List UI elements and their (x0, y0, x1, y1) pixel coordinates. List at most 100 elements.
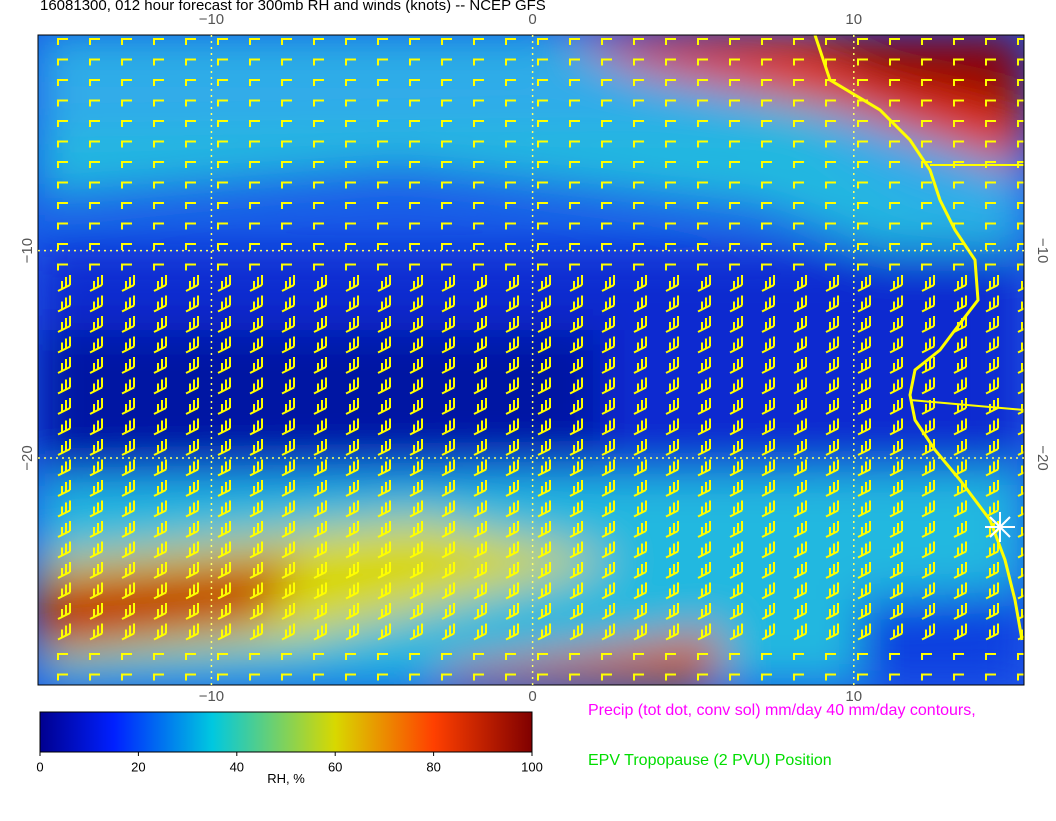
wind-barb (473, 673, 484, 681)
wind-barb (89, 99, 100, 107)
wind-barb (1017, 202, 1024, 209)
wind-barb (825, 38, 836, 45)
wind-barb (153, 480, 167, 497)
wind-barb (633, 377, 647, 395)
wind-barb (377, 480, 391, 497)
wind-barb (633, 500, 647, 518)
wind-barb (89, 480, 103, 497)
wind-barb (665, 459, 679, 477)
wind-barb (793, 653, 804, 660)
wind-barb (505, 263, 516, 271)
wind-barb (857, 140, 868, 148)
wind-barb (569, 275, 583, 292)
wind-barb (889, 295, 903, 313)
x-tick-label: −10 (199, 688, 224, 705)
wind-barb (473, 521, 487, 538)
wind-barb (825, 316, 839, 333)
wind-barb (249, 480, 263, 497)
wind-barb (537, 58, 548, 66)
wind-barb (697, 79, 708, 86)
wind-barb (729, 357, 743, 374)
wind-barb (185, 336, 199, 354)
wind-barb (185, 603, 199, 620)
wind-barb (537, 418, 551, 436)
wind-barb (313, 541, 327, 559)
wind-barb (601, 243, 612, 250)
wind-barb (601, 99, 612, 107)
wind-barb (953, 500, 967, 518)
wind-barb (985, 653, 996, 660)
wind-barb (569, 673, 580, 681)
wind-barb (345, 603, 359, 620)
wind-barb (185, 58, 196, 66)
wind-barb (889, 161, 900, 168)
wind-barb (57, 161, 68, 168)
wind-barb (89, 222, 100, 230)
wind-barb (633, 653, 644, 660)
wind-barb (537, 222, 548, 230)
wind-barb (953, 439, 967, 456)
wind-barb (249, 120, 260, 127)
wind-barb (793, 336, 807, 354)
wind-barb (953, 140, 964, 148)
wind-barb (633, 521, 647, 538)
wind-barb (569, 623, 583, 641)
wind-barb (505, 79, 516, 86)
wind-barb (857, 202, 868, 209)
wind-barb (505, 623, 519, 641)
wind-barb (665, 439, 679, 456)
wind-barb (377, 120, 388, 127)
wind-barb (921, 653, 932, 660)
wind-barb (633, 418, 647, 436)
wind-barb (153, 99, 164, 107)
wind-barb (505, 673, 516, 681)
wind-barb (473, 439, 487, 456)
wind-barb (217, 582, 231, 600)
wind-barb (281, 673, 292, 681)
wind-barb (569, 120, 580, 127)
wind-barb (153, 623, 167, 641)
wind-barb (473, 79, 484, 86)
wind-barb (217, 275, 231, 292)
wind-barb (889, 316, 903, 333)
tropopause-marker (985, 512, 1015, 542)
x-tick-label: −10 (199, 11, 224, 28)
wind-barb (537, 316, 551, 333)
wind-barb (473, 58, 484, 66)
wind-barb (217, 653, 228, 660)
wind-barb (729, 480, 743, 497)
wind-barb (249, 653, 260, 660)
wind-barb (1017, 38, 1024, 45)
wind-barb (281, 181, 292, 189)
wind-barb (825, 673, 836, 681)
wind-barb (313, 58, 324, 66)
wind-barb (217, 222, 228, 230)
wind-barb (921, 275, 935, 292)
wind-barb (537, 140, 548, 148)
wind-barb (761, 243, 772, 250)
wind-barb (121, 500, 135, 518)
wind-barb (729, 202, 740, 209)
wind-barb (857, 222, 868, 230)
wind-barb (889, 562, 903, 579)
wind-barb (889, 459, 903, 477)
wind-barb (569, 653, 580, 660)
wind-barb (473, 480, 487, 497)
wind-barb (729, 263, 740, 271)
wind-barb (857, 275, 871, 292)
wind-barb (793, 275, 807, 292)
wind-barb (601, 79, 612, 86)
wind-barb (153, 263, 164, 271)
wind-barb (313, 275, 327, 292)
wind-barb (313, 480, 327, 497)
wind-barb (761, 521, 775, 538)
wind-barb (825, 357, 839, 374)
wind-barb (185, 623, 199, 641)
wind-barb (249, 398, 263, 415)
wind-barb (153, 202, 164, 209)
wind-barb (633, 99, 644, 107)
wind-barb (409, 439, 423, 456)
wind-barb (633, 181, 644, 189)
wind-barb (345, 161, 356, 168)
wind-barb (409, 357, 423, 374)
